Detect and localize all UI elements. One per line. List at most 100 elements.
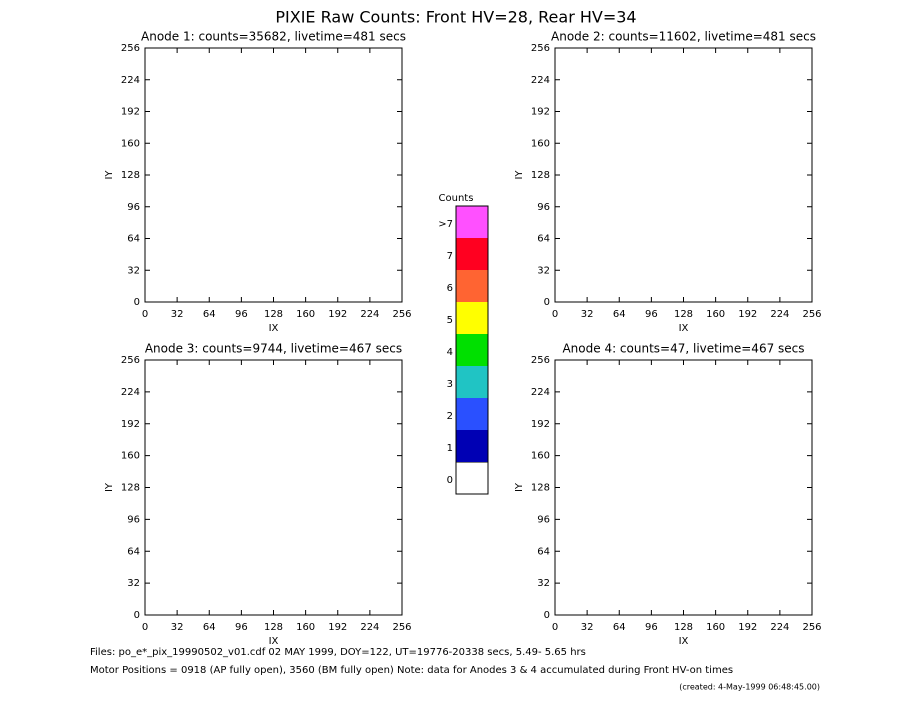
x-axis-label: IX (679, 636, 689, 647)
x-tick-label: 256 (802, 622, 821, 633)
y-tick-label: 32 (537, 265, 550, 276)
x-tick-label: 64 (203, 622, 216, 633)
colorbar-label: >7 (438, 219, 453, 230)
x-tick-label: 128 (674, 309, 693, 320)
x-axis-label: IX (269, 636, 279, 647)
y-tick-label: 96 (537, 202, 550, 213)
x-tick-label: 96 (235, 622, 248, 633)
plot-frame (554, 47, 813, 303)
y-tick-label: 256 (121, 43, 140, 54)
x-tick-label: 96 (645, 622, 658, 633)
y-tick-label: 192 (121, 107, 140, 118)
y-tick-label: 0 (544, 610, 550, 621)
x-tick-label: 0 (142, 309, 148, 320)
y-tick-label: 128 (531, 483, 550, 494)
main-title: PIXIE Raw Counts: Front HV=28, Rear HV=3… (275, 8, 636, 27)
y-tick-label: 192 (531, 107, 550, 118)
y-axis-label: IY (104, 482, 115, 492)
x-tick-label: 32 (171, 309, 184, 320)
x-tick-label: 64 (613, 309, 626, 320)
x-tick-label: 160 (706, 622, 725, 633)
y-tick-label: 96 (537, 514, 550, 525)
colorbar-swatch (456, 302, 488, 334)
x-tick-label: 256 (392, 309, 411, 320)
colorbar-swatch (456, 430, 488, 462)
colorbar-swatch (456, 366, 488, 398)
y-tick-label: 160 (531, 451, 550, 462)
x-tick-label: 192 (328, 622, 347, 633)
x-tick-label: 32 (581, 309, 594, 320)
y-tick-label: 192 (531, 419, 550, 430)
colorbar-title: Counts (439, 193, 474, 204)
colorbar-swatch (456, 238, 488, 270)
colorbar-swatch (456, 398, 488, 430)
y-tick-label: 64 (537, 234, 550, 245)
colorbar-label: 6 (447, 283, 453, 294)
x-tick-label: 64 (613, 622, 626, 633)
x-tick-label: 160 (706, 309, 725, 320)
y-tick-label: 128 (121, 170, 140, 181)
x-tick-label: 128 (264, 622, 283, 633)
footer-line: (created: 4-May-1999 06:48:45.00) (679, 683, 820, 692)
y-tick-label: 128 (121, 483, 140, 494)
y-tick-label: 256 (531, 43, 550, 54)
x-tick-label: 96 (645, 309, 658, 320)
y-tick-label: 128 (531, 170, 550, 181)
x-tick-label: 96 (235, 309, 248, 320)
x-tick-label: 128 (674, 622, 693, 633)
y-tick-label: 160 (121, 451, 140, 462)
y-tick-label: 0 (544, 297, 550, 308)
x-tick-label: 224 (770, 622, 789, 633)
y-axis-label: IY (514, 482, 525, 492)
panel-title: Anode 3: counts=9744, livetime=467 secs (145, 342, 402, 356)
x-tick-label: 160 (296, 622, 315, 633)
y-tick-label: 32 (127, 578, 140, 589)
y-tick-label: 224 (121, 75, 140, 86)
colorbar-frame (455, 205, 489, 495)
y-tick-label: 64 (127, 546, 140, 557)
colorbar-label: 5 (447, 315, 453, 326)
colorbar-label: 2 (447, 411, 453, 422)
x-tick-label: 128 (264, 309, 283, 320)
x-tick-label: 0 (552, 309, 558, 320)
x-tick-label: 224 (360, 622, 379, 633)
y-tick-label: 256 (121, 355, 140, 366)
plot-frame (554, 359, 813, 616)
y-tick-label: 256 (531, 355, 550, 366)
x-tick-label: 32 (171, 622, 184, 633)
x-tick-label: 0 (142, 622, 148, 633)
x-tick-label: 256 (802, 309, 821, 320)
y-tick-label: 96 (127, 202, 140, 213)
x-axis-label: IX (679, 323, 689, 334)
x-tick-label: 32 (581, 622, 594, 633)
x-tick-label: 0 (552, 622, 558, 633)
y-tick-label: 64 (127, 234, 140, 245)
colorbar-swatch (456, 206, 488, 238)
y-tick-label: 96 (127, 514, 140, 525)
panel-title: Anode 1: counts=35682, livetime=481 secs (141, 30, 406, 44)
colorbar-label: 7 (447, 251, 453, 262)
x-tick-label: 224 (360, 309, 379, 320)
y-tick-label: 160 (121, 138, 140, 149)
footer-line: Files: po_e*_pix_19990502_v01.cdf 02 MAY… (90, 647, 586, 658)
colorbar-label: 0 (447, 475, 453, 486)
colorbar-label: 1 (447, 443, 453, 454)
y-tick-label: 0 (134, 297, 140, 308)
y-tick-label: 224 (531, 387, 550, 398)
colorbar-swatch (456, 334, 488, 366)
x-tick-label: 224 (770, 309, 789, 320)
colorbar-swatch (456, 270, 488, 302)
colorbar-swatch (455, 461, 489, 495)
y-tick-label: 160 (531, 138, 550, 149)
x-tick-label: 192 (328, 309, 347, 320)
colorbar-label: 3 (447, 379, 453, 390)
x-tick-label: 64 (203, 309, 216, 320)
y-tick-label: 224 (121, 387, 140, 398)
y-tick-label: 224 (531, 75, 550, 86)
y-tick-label: 64 (537, 546, 550, 557)
x-tick-label: 256 (392, 622, 411, 633)
colorbar-label: 4 (447, 347, 453, 358)
y-tick-label: 32 (127, 265, 140, 276)
y-tick-label: 0 (134, 610, 140, 621)
